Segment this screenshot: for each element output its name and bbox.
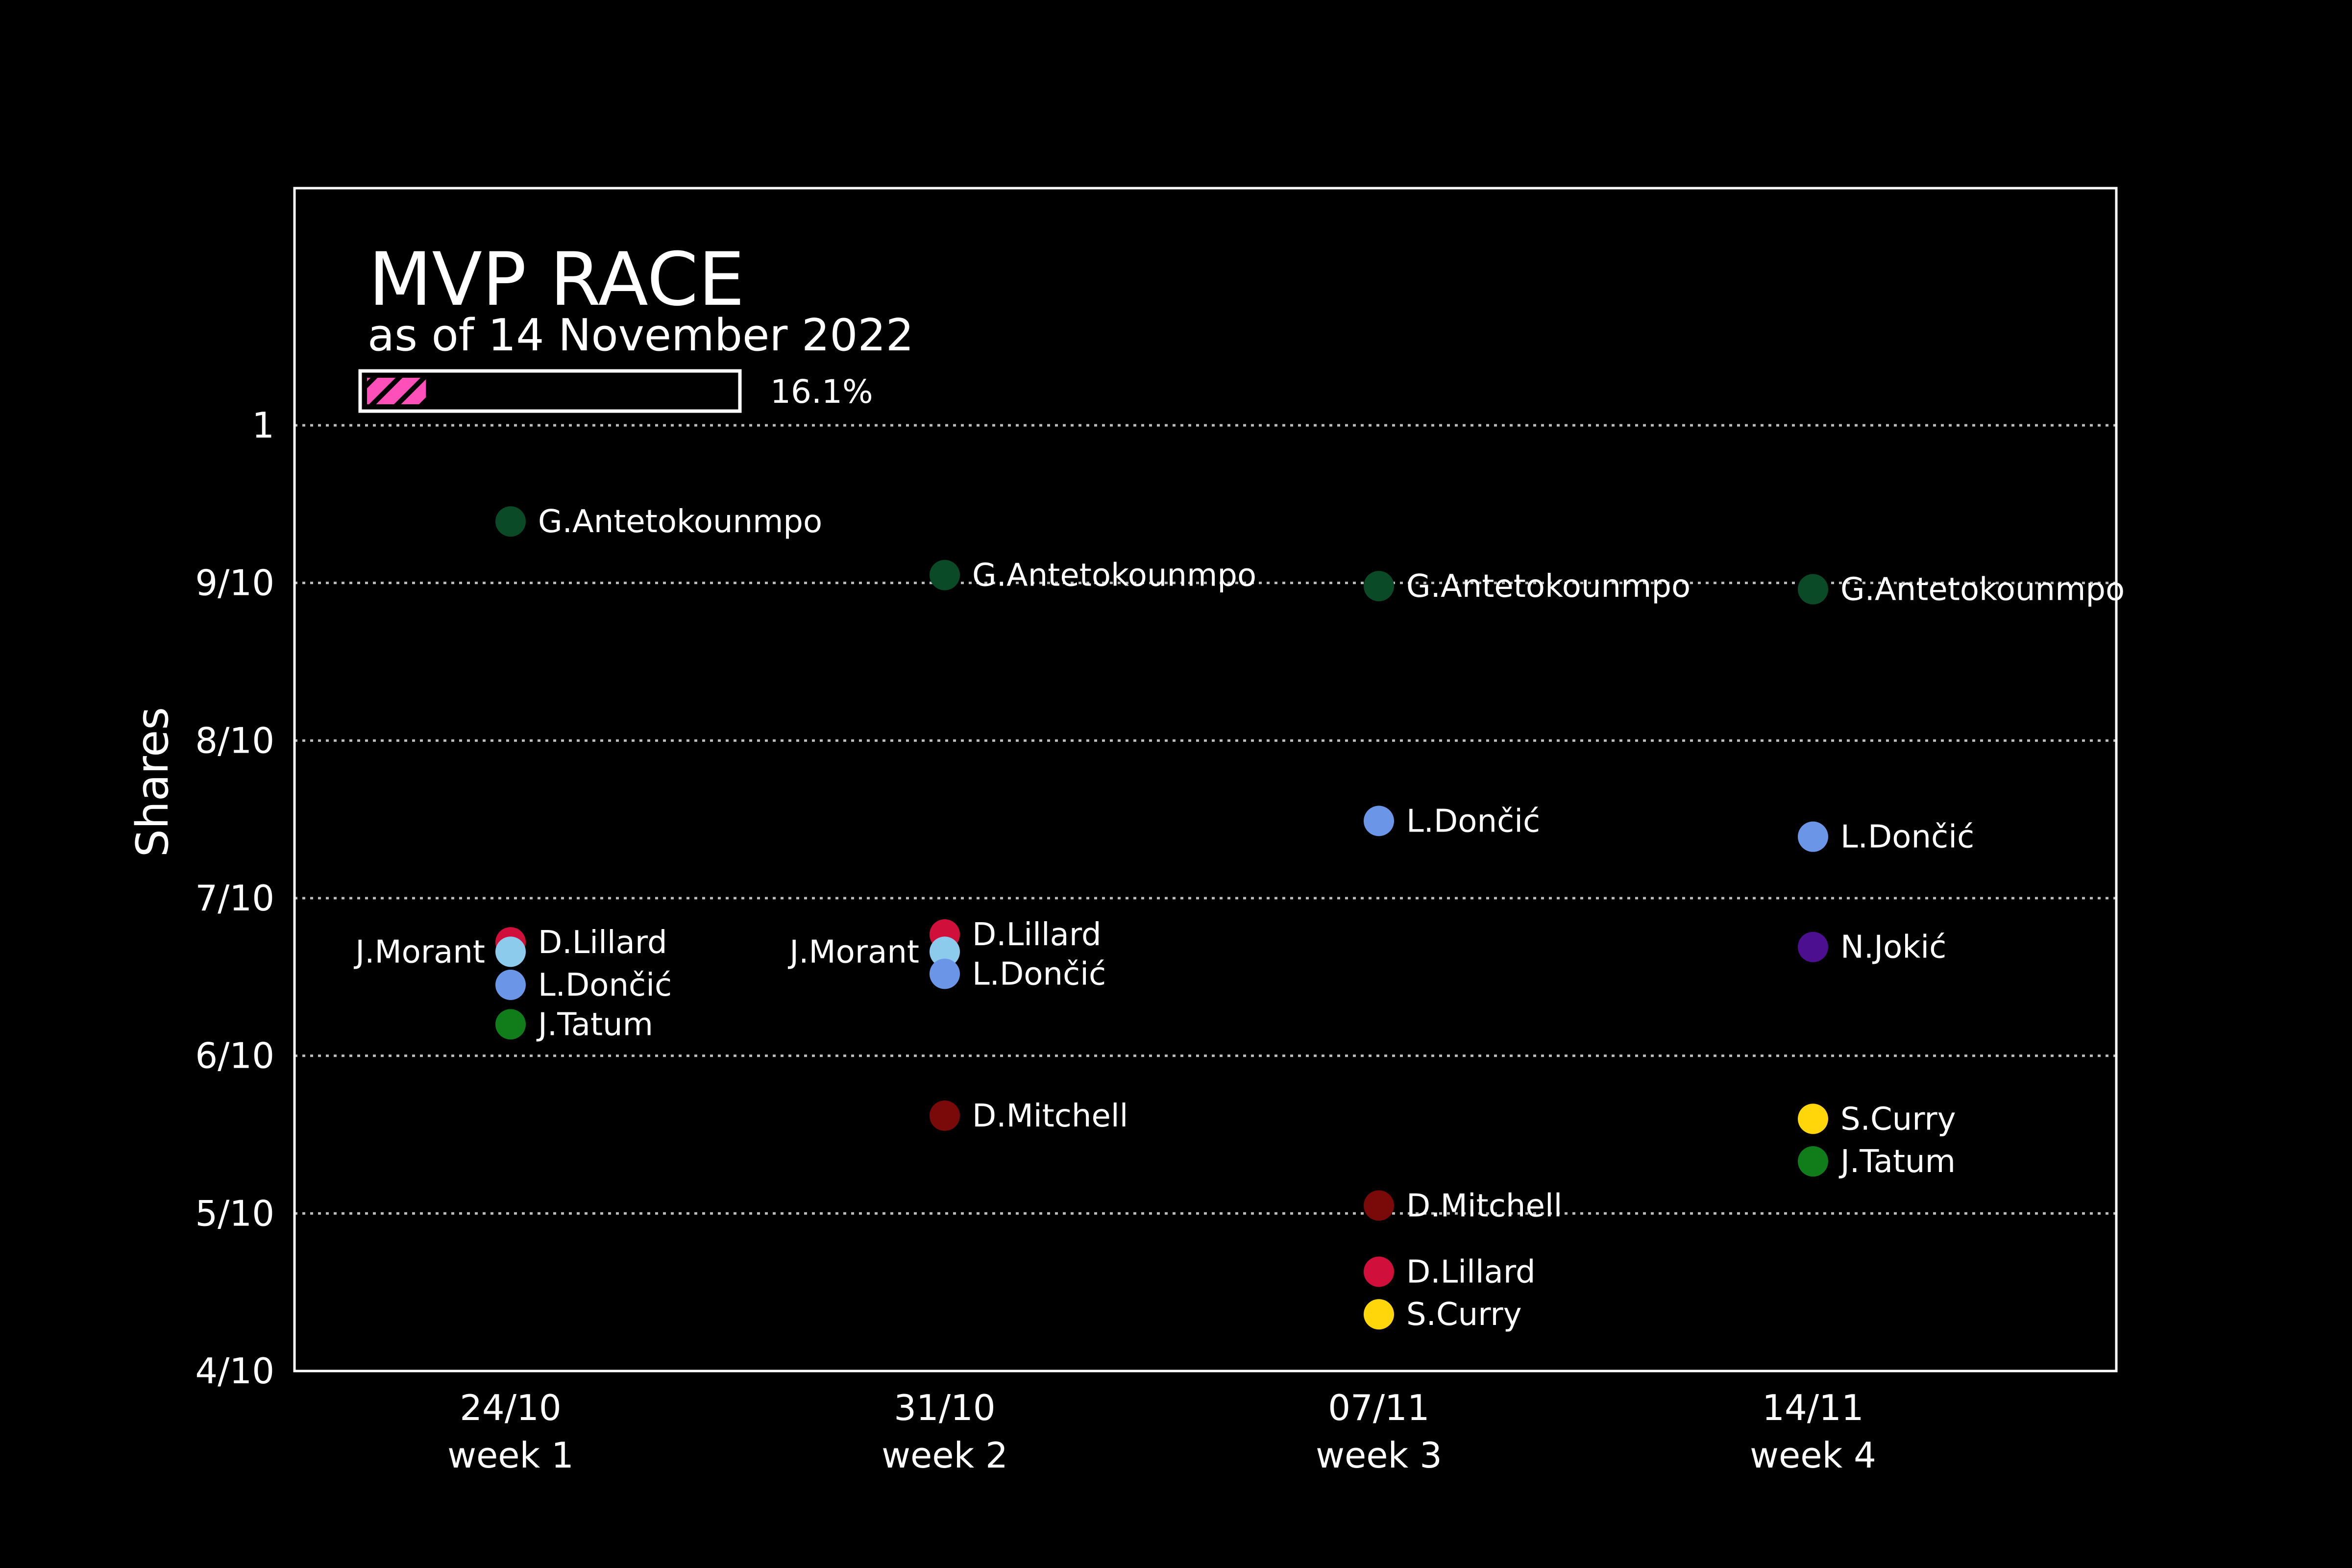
y-tick-label: 1	[252, 405, 274, 446]
point-d-mitchell	[930, 1100, 960, 1131]
point-label-d-mitchell: D.Mitchell	[972, 1098, 1128, 1134]
point-label-g-antetokounmpo: G.Antetokounmpo	[1840, 572, 2125, 608]
point-label-d-mitchell: D.Mitchell	[1406, 1188, 1562, 1224]
point-label-l-don-i-: L.Dončić	[1406, 803, 1540, 839]
x-tick-date: 24/10	[460, 1387, 562, 1428]
data-points: D.Lillard D.Lillard D.Lillard J.Morant J.Mor…	[353, 504, 2125, 1333]
y-tick-label: 4/10	[195, 1350, 274, 1392]
point-j-tatum	[1798, 1146, 1828, 1177]
progress-label: 16.1%	[770, 373, 873, 411]
y-axis-label: Shares	[127, 707, 178, 858]
point-label-g-antetokounmpo: G.Antetokounmpo	[972, 558, 1256, 594]
x-axis-ticks: 24/10 week 1 31/10 week 2 07/11 week 3 14/11 we…	[447, 1387, 1876, 1476]
point-label-d-lillard: D.Lillard	[538, 925, 667, 961]
plot-frame	[293, 187, 2118, 1372]
progress-bar-fill	[367, 378, 426, 404]
point-label-n-joki-: N.Jokić	[1840, 930, 1946, 966]
point-j-morant	[495, 936, 526, 967]
chart-subtitle: as of 14 November 2022	[368, 310, 914, 361]
point-l-don-i-	[930, 958, 960, 989]
y-axis-ticks: 4/10 5/10 6/10 7/10 8/10 9/10 1	[195, 405, 274, 1392]
point-label-d-lillard: D.Lillard	[972, 917, 1102, 953]
point-j-morant	[930, 936, 960, 967]
point-label-j-tatum: J.Tatum	[1838, 1144, 1956, 1180]
point-label-j-tatum: J.Tatum	[536, 1006, 653, 1043]
point-g-antetokounmpo	[1364, 571, 1394, 602]
y-tick-label: 5/10	[195, 1193, 274, 1234]
point-g-antetokounmpo	[495, 506, 526, 537]
point-label-s-curry: S.Curry	[1406, 1297, 1522, 1333]
point-label-g-antetokounmpo: G.Antetokounmpo	[538, 504, 822, 540]
point-l-don-i-	[1364, 806, 1394, 836]
x-tick-week: week 4	[1750, 1435, 1876, 1476]
point-s-curry	[1364, 1299, 1394, 1330]
point-d-lillard	[1364, 1256, 1394, 1287]
point-label-j-morant: J.Morant	[787, 934, 919, 970]
point-label-s-curry: S.Curry	[1840, 1101, 1956, 1137]
y-tick-label: 6/10	[195, 1035, 274, 1077]
progress-bar-track	[358, 369, 742, 413]
point-s-curry	[1798, 1103, 1828, 1134]
y-tick-label: 9/10	[195, 563, 274, 604]
grid-lines	[294, 424, 2116, 1215]
x-tick-week: week 1	[447, 1435, 574, 1476]
y-tick-label: 8/10	[195, 720, 274, 761]
point-label-l-don-i-: L.Dončić	[538, 967, 672, 1004]
x-tick-date: 31/10	[894, 1387, 996, 1428]
point-label-l-don-i-: L.Dončić	[1840, 819, 1974, 856]
point-d-mitchell	[1364, 1190, 1394, 1221]
point-g-antetokounmpo	[930, 560, 960, 590]
chart-title: MVP RACE	[368, 237, 745, 322]
x-tick-date: 07/11	[1328, 1387, 1430, 1428]
point-j-tatum	[495, 1009, 526, 1040]
point-l-don-i-	[1798, 821, 1828, 852]
y-tick-label: 7/10	[195, 878, 274, 919]
point-label-l-don-i-: L.Dončić	[972, 956, 1106, 992]
point-label-d-lillard: D.Lillard	[1406, 1254, 1536, 1290]
x-tick-date: 14/11	[1762, 1387, 1864, 1428]
point-label-g-antetokounmpo: G.Antetokounmpo	[1406, 568, 1690, 605]
progress-bar	[358, 369, 742, 413]
point-n-joki-	[1798, 931, 1828, 962]
point-l-don-i-	[495, 969, 526, 1000]
x-tick-week: week 3	[1316, 1435, 1442, 1476]
point-g-antetokounmpo	[1798, 574, 1828, 605]
point-label-j-morant: J.Morant	[353, 934, 485, 970]
x-tick-week: week 2	[882, 1435, 1008, 1476]
